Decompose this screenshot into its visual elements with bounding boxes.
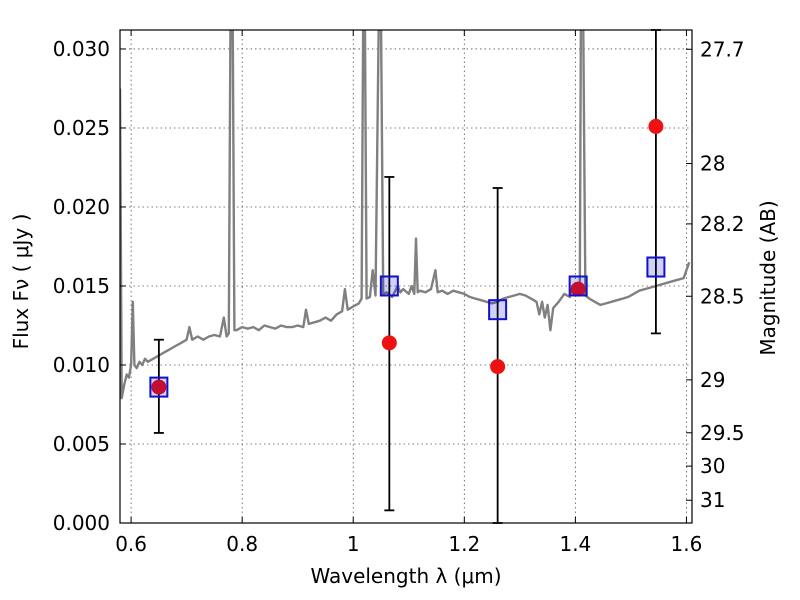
y-tick-label: 0.010 — [53, 353, 110, 377]
model-point — [488, 299, 508, 321]
spectrum-line — [120, 30, 691, 400]
y2-tick-label: 28.2 — [700, 212, 745, 236]
grid — [120, 30, 692, 523]
y2-tick-label: 28 — [700, 152, 725, 176]
x-axis-label: Wavelength λ (μm) — [310, 564, 501, 588]
spectrum-series — [120, 30, 691, 400]
y-tick-label: 0.025 — [53, 116, 110, 140]
y2-tick-label: 30 — [700, 454, 725, 478]
model-point — [379, 275, 399, 297]
model-point — [568, 275, 588, 297]
y2-tick-label: 29.5 — [700, 421, 745, 445]
y-tick-label: 0.015 — [53, 274, 110, 298]
y-axis-label: Flux Fν ( μJy ) — [9, 214, 33, 350]
observed-point — [151, 379, 167, 395]
x-tick-label: 1.6 — [671, 532, 703, 556]
model-points — [149, 256, 666, 398]
x-tick-label: 1 — [347, 532, 360, 556]
observed-points — [151, 118, 664, 395]
x-tick-label: 1.4 — [559, 532, 591, 556]
y-axis-ticks: 0.000 0.005 0.010 0.015 0.020 0.025 0.030 — [53, 37, 126, 535]
y-tick-label: 0.005 — [53, 432, 110, 456]
y2-axis-label: Magnitude (AB) — [756, 200, 780, 355]
observed-point — [648, 118, 664, 134]
model-point — [149, 376, 169, 398]
model-point — [646, 256, 666, 278]
x-axis-ticks: 0.6 0.8 1 1.2 1.4 1.6 — [115, 30, 702, 556]
y2-tick-label: 27.7 — [700, 37, 745, 61]
y2-axis-ticks: 27.7 28 28.2 28.5 29 29.5 30 31 — [686, 37, 745, 512]
y-tick-label: 0.020 — [53, 195, 110, 219]
observed-point — [490, 359, 506, 375]
y2-tick-label: 28.5 — [700, 284, 745, 308]
y2-tick-label: 31 — [700, 488, 725, 512]
y2-tick-label: 29 — [700, 368, 725, 392]
x-tick-label: 0.8 — [226, 532, 258, 556]
y-tick-label: 0.030 — [53, 37, 110, 61]
error-bars — [153, 29, 661, 524]
x-tick-label: 1.2 — [448, 532, 480, 556]
x-tick-label: 0.6 — [115, 532, 147, 556]
plot-frame — [119, 29, 693, 524]
observed-point — [381, 335, 397, 351]
observed-point — [570, 281, 586, 297]
y-tick-label: 0.000 — [53, 511, 110, 535]
